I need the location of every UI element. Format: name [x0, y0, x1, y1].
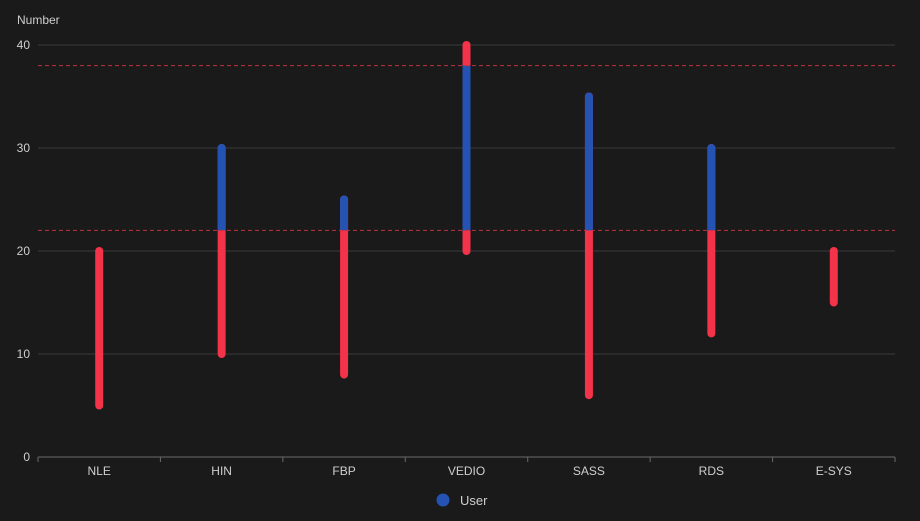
x-tick-label: NLE: [88, 464, 111, 478]
range-bar-cap: [217, 144, 226, 152]
range-bar-cap: [707, 144, 716, 152]
range-bar-cap: [584, 92, 593, 101]
y-tick-label: 30: [17, 141, 31, 155]
y-axis-ticks: 0 10 20 30 40: [17, 38, 31, 464]
range-bar-cap: [340, 195, 349, 204]
threshold-lines: [38, 65, 895, 231]
y-axis-label: Number: [17, 13, 60, 27]
range-bar[interactable]: [584, 92, 593, 400]
range-bar[interactable]: [707, 144, 716, 338]
x-tick-label: FBP: [332, 464, 355, 478]
legend[interactable]: User: [436, 493, 489, 508]
x-tick-label: VEDIO: [448, 464, 485, 478]
y-tick-label: 10: [17, 347, 31, 361]
x-tick-label: E-SYS: [816, 464, 852, 478]
legend-marker: [436, 493, 450, 507]
x-tick-label: HIN: [211, 464, 232, 478]
legend-label: User: [460, 493, 488, 508]
y-tick-label: 20: [17, 244, 31, 258]
x-tick-label: SASS: [573, 464, 605, 478]
x-tick-label: RDS: [699, 464, 724, 478]
y-tick-label: 0: [23, 450, 30, 464]
y-tick-label: 40: [17, 38, 31, 52]
x-axis-ticks: NLE HIN FBP VEDIO SASS RDS E-SYS: [37, 457, 896, 478]
range-bar[interactable]: [340, 195, 349, 379]
range-bar[interactable]: [217, 144, 226, 358]
range-bars: [95, 41, 838, 410]
